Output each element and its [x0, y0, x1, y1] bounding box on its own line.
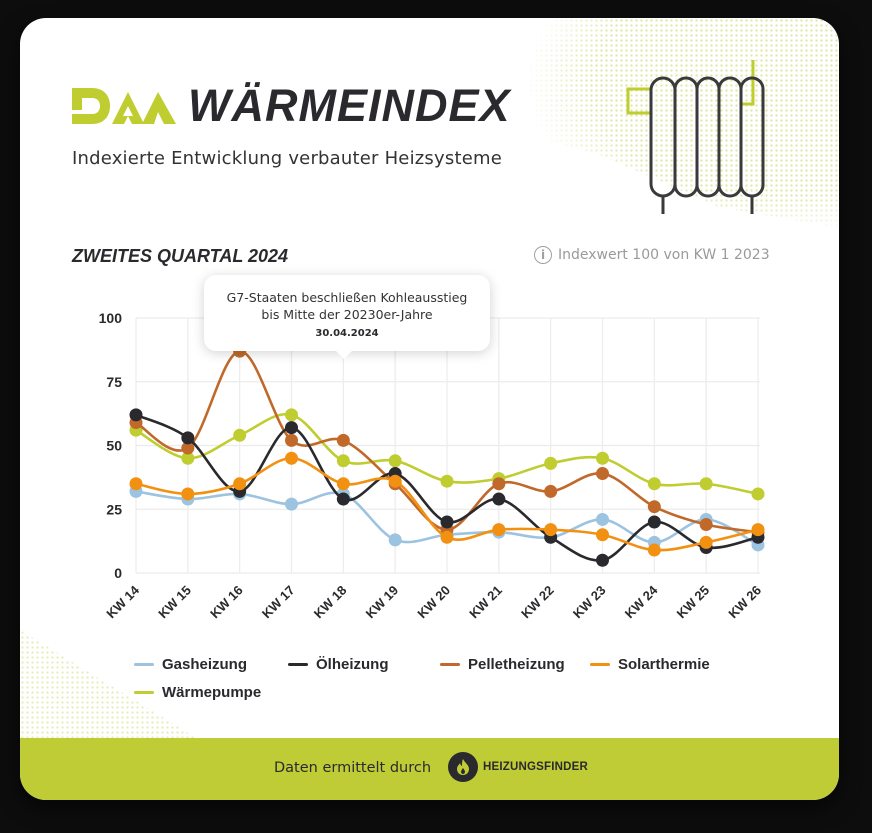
data-point[interactable] [544, 523, 558, 537]
legend-swatch [590, 663, 610, 666]
x-tick-label: KW 19 [363, 583, 402, 622]
data-point[interactable] [596, 451, 609, 465]
data-point[interactable] [544, 484, 558, 498]
x-tick-label: KW 21 [466, 583, 505, 622]
x-tick-label: KW 25 [674, 583, 713, 622]
legend-item-waermepumpe[interactable]: Wärmepumpe [134, 684, 261, 701]
daa-logo-icon [72, 88, 176, 124]
legend-label: Gasheizung [162, 656, 248, 673]
brand-title: WÄRMEINDEX [188, 80, 511, 131]
data-point[interactable] [647, 515, 661, 529]
data-point[interactable] [440, 515, 454, 529]
data-point[interactable] [181, 431, 195, 445]
y-tick-label: 25 [106, 501, 122, 517]
data-point[interactable] [233, 428, 247, 442]
data-point[interactable] [285, 421, 298, 435]
index-note-text: Indexwert 100 von KW 1 2023 [558, 247, 770, 263]
data-point[interactable] [285, 433, 298, 447]
data-point[interactable] [492, 492, 506, 506]
data-point[interactable] [699, 518, 713, 532]
data-point[interactable] [544, 456, 558, 470]
data-point[interactable] [336, 477, 350, 491]
data-point[interactable] [129, 477, 143, 491]
tooltip-line-1: G7-Staaten beschließen Kohleausstieg [226, 290, 468, 305]
legend-swatch [288, 663, 308, 666]
data-point[interactable] [440, 530, 454, 544]
data-point[interactable] [181, 487, 195, 501]
data-point[interactable] [492, 523, 506, 537]
legend-swatch [440, 663, 460, 666]
subtitle: Indexierte Entwicklung verbauter Heizsys… [72, 148, 502, 169]
x-tick-label: KW 15 [155, 583, 194, 622]
data-point[interactable] [336, 492, 350, 506]
data-point[interactable] [647, 543, 661, 557]
legend-label: Pelletheizung [468, 656, 565, 673]
data-point[interactable] [285, 497, 298, 511]
legend-item-oelheizung[interactable]: Ölheizung [288, 656, 389, 673]
footer-bar: Daten ermittelt durch HEIZUNGSFINDER [20, 738, 839, 800]
partner-name: HEIZUNGSFINDER [483, 761, 589, 773]
x-tick-label: KW 16 [207, 583, 246, 622]
x-tick-label: KW 26 [725, 583, 764, 622]
data-point[interactable] [336, 433, 350, 447]
legend-item-solarthermie[interactable]: Solarthermie [590, 656, 710, 673]
tooltip-line-2: bis Mitte der 20230er-Jahre [261, 307, 433, 322]
x-tick-label: KW 18 [311, 583, 350, 622]
data-point[interactable] [596, 553, 609, 567]
data-point[interactable] [285, 451, 298, 465]
legend-swatch [134, 663, 154, 666]
section-title: ZWEITES QUARTAL 2024 [72, 246, 289, 266]
x-tick-label: KW 22 [518, 583, 557, 622]
legend-swatch [134, 691, 154, 694]
data-point[interactable] [699, 477, 713, 491]
series-ölheizung [129, 408, 765, 567]
data-point[interactable] [388, 454, 402, 468]
data-point[interactable] [647, 500, 661, 514]
data-point[interactable] [181, 451, 195, 465]
legend-label: Wärmepumpe [162, 684, 262, 701]
data-point[interactable] [388, 474, 402, 488]
data-point[interactable] [596, 467, 609, 481]
series-solarthermie [129, 451, 765, 557]
legend-item-gasheizung[interactable]: Gasheizung [134, 656, 247, 673]
data-point[interactable] [492, 477, 506, 491]
x-tick-label: KW 17 [259, 583, 298, 622]
tooltip-date: 30.04.2024 [315, 328, 379, 339]
footer-text: Daten ermittelt durch [274, 760, 432, 776]
data-point[interactable] [336, 454, 350, 468]
x-tick-label: KW 24 [622, 582, 661, 621]
y-tick-label: 0 [114, 565, 122, 581]
y-tick-label: 75 [106, 374, 122, 390]
data-point[interactable] [285, 408, 298, 422]
data-point[interactable] [647, 477, 661, 491]
data-point[interactable] [596, 528, 609, 542]
infographic-card: WÄRMEINDEX Indexierte Entwicklung verbau… [20, 18, 839, 800]
radiator-icon [626, 60, 765, 214]
data-point[interactable] [388, 533, 402, 547]
data-point[interactable] [751, 487, 765, 501]
x-tick-label: KW 23 [570, 583, 609, 622]
info-icon[interactable]: i [534, 246, 552, 264]
data-point[interactable] [596, 512, 609, 526]
legend-label: Solarthermie [618, 656, 710, 673]
flame-icon [448, 752, 478, 782]
event-tooltip: G7-Staaten beschließen Kohleausstieg bis… [204, 275, 490, 359]
data-point[interactable] [181, 441, 195, 455]
data-point[interactable] [751, 523, 765, 537]
y-tick-label: 100 [99, 310, 123, 326]
x-tick-label: KW 14 [103, 582, 142, 621]
data-point[interactable] [440, 474, 454, 488]
data-point[interactable] [233, 477, 247, 491]
legend-item-pelletheizung[interactable]: Pelletheizung [440, 656, 565, 673]
index-note: i Indexwert 100 von KW 1 2023 [534, 246, 770, 264]
x-tick-label: KW 20 [414, 583, 453, 622]
data-point[interactable] [699, 535, 713, 549]
y-tick-label: 50 [106, 438, 122, 454]
data-point[interactable] [129, 408, 143, 422]
legend-label: Ölheizung [316, 656, 389, 673]
series-wärmepumpe [129, 408, 765, 501]
